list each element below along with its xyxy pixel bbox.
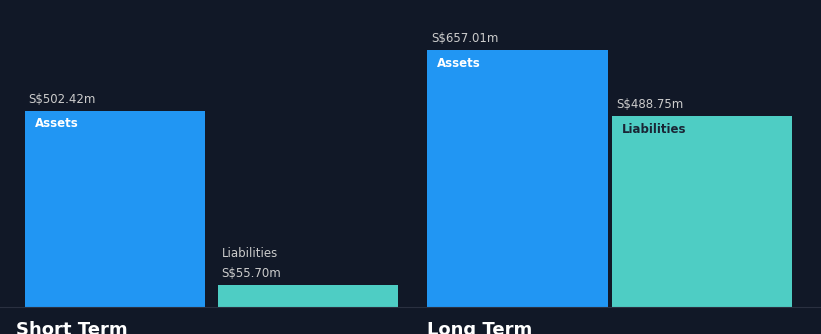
Text: Long Term: Long Term <box>427 321 532 334</box>
Bar <box>427 50 608 307</box>
Text: Assets: Assets <box>437 57 480 70</box>
Text: S$488.75m: S$488.75m <box>616 98 683 111</box>
Bar <box>218 286 398 307</box>
Bar <box>25 111 205 307</box>
Text: Liabilities: Liabilities <box>222 247 278 261</box>
Text: S$55.70m: S$55.70m <box>222 268 282 281</box>
Text: Assets: Assets <box>34 117 78 130</box>
Text: Short Term: Short Term <box>16 321 128 334</box>
Text: S$502.42m: S$502.42m <box>29 93 96 106</box>
Bar <box>612 116 792 307</box>
Text: Liabilities: Liabilities <box>621 123 686 136</box>
Text: S$657.01m: S$657.01m <box>431 32 498 45</box>
